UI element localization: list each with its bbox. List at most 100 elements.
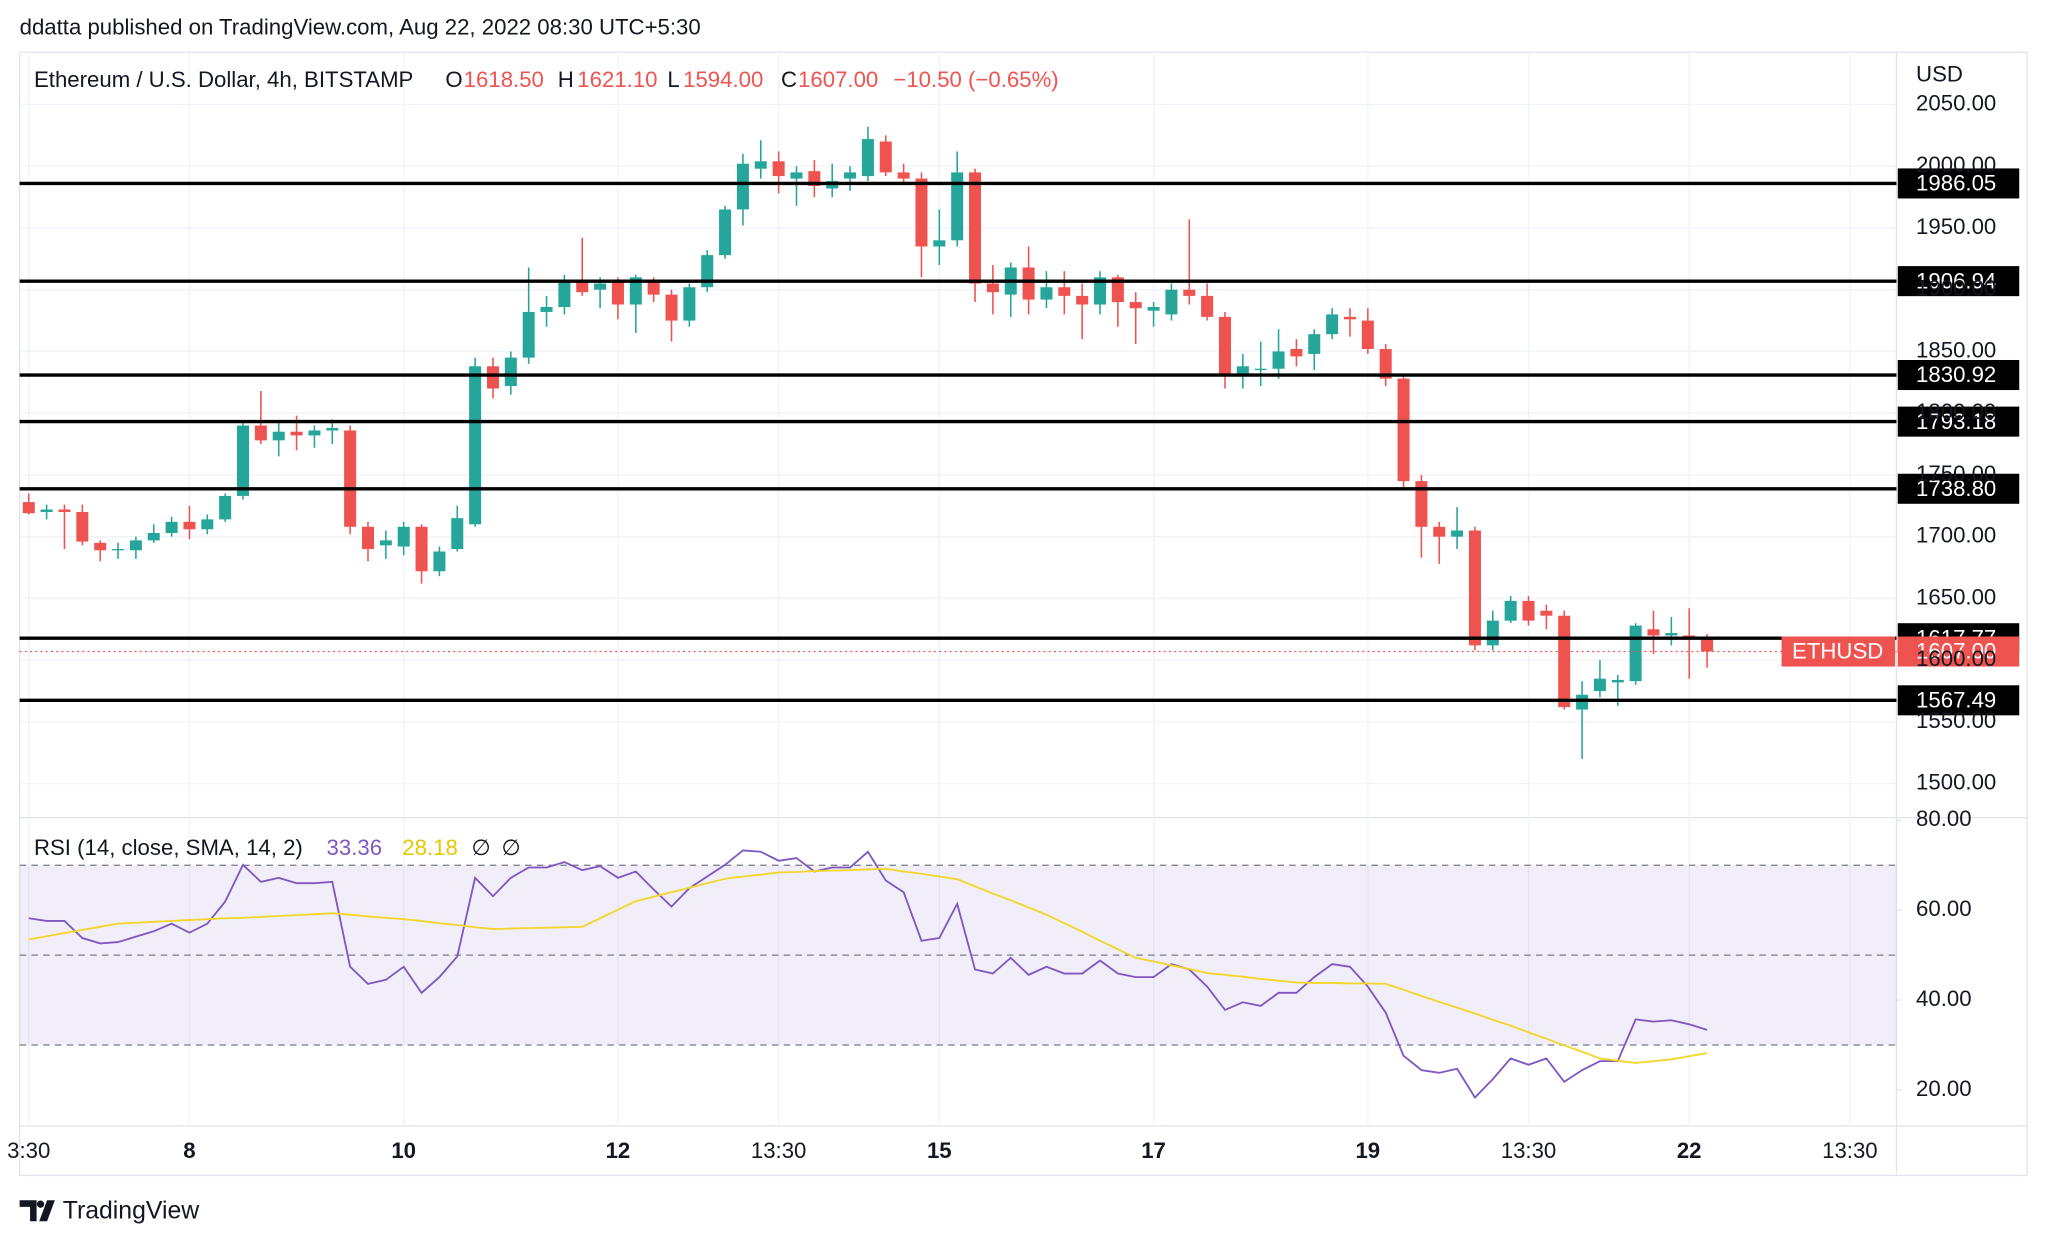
candle-body (594, 283, 607, 290)
change-value: −10.50 (−0.65%) (893, 67, 1058, 92)
na-mark: ∅ (502, 835, 521, 860)
na-mark: ∅ (472, 835, 491, 860)
candle-body (504, 357, 517, 387)
candle-body (558, 279, 571, 307)
candle-body (1361, 320, 1374, 349)
frame (18, 51, 2028, 1177)
candle-body (1540, 610, 1553, 616)
candle-body (701, 255, 714, 288)
ohlc-label: C (781, 67, 797, 92)
candle-body (326, 428, 339, 431)
candle-body (1486, 620, 1499, 646)
candle-body (1522, 600, 1535, 621)
candle-body (790, 172, 803, 179)
candle-body (76, 511, 89, 542)
y-tick-label: 1500.00 (1916, 770, 1996, 795)
candle-body (344, 430, 357, 527)
x-tick-label: 13:30 (751, 1138, 807, 1163)
candle-body (451, 518, 464, 550)
brand-icon (19, 1200, 55, 1222)
candle-body (861, 139, 874, 177)
level-label: 1906.94 (1916, 268, 1996, 293)
x-tick-label: 22 (1677, 1138, 1702, 1163)
candle-body (933, 240, 946, 247)
y-tick-label: 1750.00 (1916, 461, 1996, 486)
candle-body (1433, 526, 1446, 537)
candle-body (754, 161, 767, 169)
candle-body (1379, 348, 1392, 379)
candle-body (719, 209, 732, 256)
candle-body (540, 306, 553, 312)
candle-body (112, 549, 125, 551)
candle-body (147, 532, 160, 541)
candle-body (219, 495, 232, 520)
candles (22, 126, 1714, 759)
candle-body (1558, 615, 1571, 708)
y-tick-label: 1700.00 (1916, 523, 1996, 548)
x-tick-label: 8 (183, 1138, 195, 1163)
level-label-box (1897, 685, 2020, 716)
candle-body (1272, 351, 1285, 369)
level-label-box (1897, 266, 2020, 297)
ohlc-value: 1607.00 (798, 67, 878, 92)
candle-body (1129, 302, 1142, 309)
candle-body (1022, 267, 1035, 300)
candle-body (647, 281, 660, 295)
candle-body (1308, 334, 1321, 354)
axis-labels: 3:30 8 10 12 13:30 15 17 19 13:30 22 13:30 1500.00 1… (7, 90, 1996, 1162)
candle-body (290, 431, 303, 436)
candle-body (1343, 316, 1356, 320)
y-tick-label: 2000.00 (1916, 152, 1996, 177)
candle-body (129, 540, 142, 551)
candle-body (1647, 629, 1660, 636)
candle-body (1094, 277, 1107, 305)
candle-body (379, 540, 392, 546)
candle-body (1665, 632, 1678, 636)
candle-body (611, 282, 624, 305)
brand-logo: TradingView (19, 1198, 199, 1225)
ohlc-value: 1594.00 (683, 67, 763, 92)
y-tick-label: 1550.00 (1916, 708, 1996, 733)
candle-body (237, 425, 250, 496)
candle-body (1218, 316, 1232, 377)
x-tick-label: 17 (1141, 1138, 1166, 1163)
candle-body (40, 509, 53, 512)
y-tick-label: 1950.00 (1916, 214, 1996, 239)
level-label-box (1897, 406, 2020, 437)
candle-body (1147, 306, 1160, 311)
candle-body (1397, 378, 1410, 482)
candle-body (1504, 600, 1517, 621)
candle-body (272, 431, 285, 441)
candle-body (1468, 530, 1481, 646)
y-tick-label: 80.00 (1916, 806, 1972, 831)
candle-body (1058, 287, 1071, 296)
level-label-box (1897, 359, 2020, 391)
x-tick-label: 10 (391, 1138, 416, 1163)
candle-body (361, 526, 375, 550)
brand-icon-dot (36, 1200, 45, 1208)
candle-body (986, 283, 999, 293)
candle-body (1326, 314, 1339, 335)
candle-body (951, 172, 964, 241)
candle-body (879, 141, 892, 173)
symbol-title: Ethereum / U.S. Dollar, 4h, BITSTAMP (34, 67, 413, 92)
candle-body (469, 366, 482, 525)
candle-body (1415, 481, 1428, 527)
candle-body (1183, 289, 1196, 296)
rsi-value: 33.36 (327, 835, 383, 860)
candle-body (58, 509, 71, 512)
x-tick-label: 19 (1355, 1138, 1380, 1163)
candle-body (165, 521, 178, 533)
candle-body (1576, 694, 1589, 710)
level-label: 1830.92 (1916, 362, 1996, 387)
candle-body (1593, 678, 1606, 692)
candle-body (1236, 366, 1249, 377)
level-label: 1793.18 (1916, 409, 1996, 434)
x-tick-label: 13:30 (1822, 1138, 1878, 1163)
x-tick-label: 12 (606, 1138, 631, 1163)
y-tick-label: 2050.00 (1916, 90, 1996, 115)
candle-body (1111, 277, 1124, 303)
